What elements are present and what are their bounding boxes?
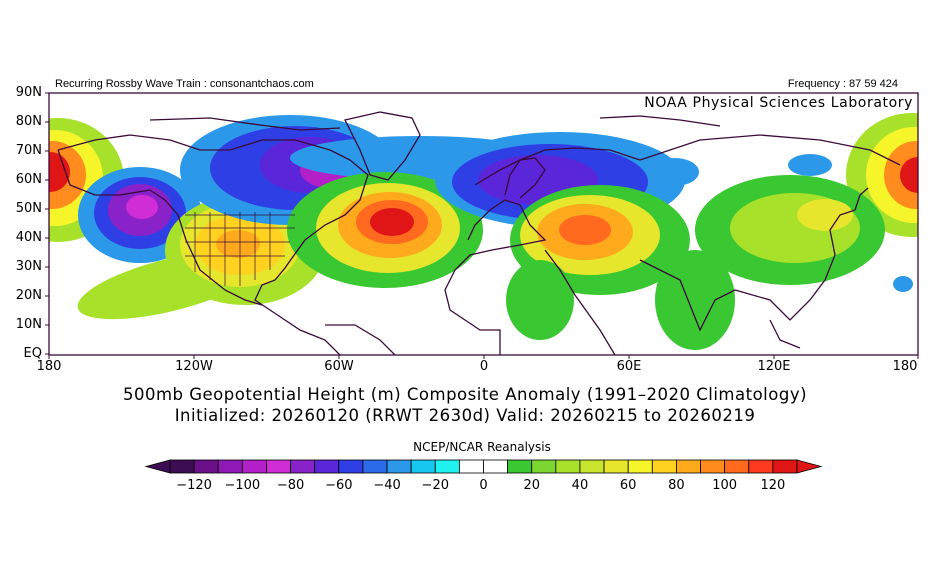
- greenland-outline: [344, 111, 421, 181]
- lon-label: 60W: [324, 359, 354, 374]
- asia-outline: [639, 134, 901, 349]
- colorbar-swatch: [314, 459, 340, 474]
- trough-siberia-small: [788, 154, 832, 176]
- colorbar-tick-label: 20: [523, 478, 540, 493]
- organization-label: NOAA Physical Sciences Laboratory: [644, 95, 913, 111]
- colorbar-arrow-right: [796, 459, 823, 474]
- colorbar-swatch: [241, 459, 267, 474]
- colorbar-swatch: [193, 459, 219, 474]
- colorbar-tick-label: 120: [760, 478, 786, 493]
- lat-label: 30N: [15, 259, 42, 274]
- eurasia-africa-outline: [444, 147, 641, 355]
- colorbar-title: NCEP/NCAR Reanalysis: [413, 440, 551, 454]
- colorbar-swatch: [386, 459, 412, 474]
- colorbar-swatch: [217, 459, 243, 474]
- colorbar-swatch: [362, 459, 388, 474]
- coastlines: [57, 111, 901, 355]
- lat-label: 10N: [15, 317, 42, 332]
- colorbar-swatch: [651, 459, 677, 474]
- colorbar-swatch: [748, 459, 774, 474]
- colorbar-tick-label: 0: [479, 478, 488, 493]
- colorbar-tick-label: −100: [224, 478, 261, 493]
- colorbar-swatch: [700, 459, 726, 474]
- colorbar-swatch: [772, 459, 798, 474]
- colorbar-swatch: [579, 459, 605, 474]
- lat-label: EQ: [23, 346, 42, 361]
- colorbar-arrow-left: [144, 459, 171, 474]
- anomaly-field: [49, 113, 918, 350]
- colorbar-swatch: [266, 459, 291, 474]
- ridge-east-asia: [695, 175, 885, 285]
- colorbar-swatch: [627, 459, 653, 474]
- ridge-arabia: [506, 260, 574, 340]
- colorbar-tick-label: −20: [421, 478, 449, 493]
- us-state-borders: [185, 212, 295, 286]
- colorbar-tick-label: 80: [668, 478, 685, 493]
- colorbar-swatch: [603, 459, 629, 474]
- colorbar-swatch: [434, 459, 460, 474]
- colorbar-swatch: [458, 459, 484, 474]
- lon-label: 120E: [757, 359, 791, 374]
- colorbar: [144, 459, 823, 474]
- lat-label: 50N: [15, 201, 42, 216]
- lat-label: 40N: [15, 230, 42, 245]
- colorbar-swatch: [410, 459, 436, 474]
- lon-label: 180: [892, 359, 918, 374]
- ridge-india: [655, 250, 735, 350]
- colorbar-swatch: [507, 459, 533, 474]
- header-left-text: Recurring Rossby Wave Train : consonantc…: [55, 78, 314, 90]
- lat-label: 20N: [15, 288, 42, 303]
- colorbar-tick-label: −120: [176, 478, 212, 493]
- arctic-siberia-outline: [599, 115, 721, 127]
- figure-title-line2: Initialized: 20260120 (RRWT 2630d) Valid…: [174, 406, 756, 425]
- trough-pacific-small: [893, 276, 913, 292]
- colorbar-tick-label: 100: [712, 478, 738, 493]
- colorbar-swatch: [169, 459, 195, 474]
- scandinavia-outline: [504, 157, 546, 199]
- arctic-archipelago-outline: [149, 117, 341, 131]
- lon-label: 0: [479, 359, 489, 374]
- colorbar-tick-label: −60: [325, 478, 353, 493]
- trough-ural-small: [651, 158, 699, 186]
- colorbar-swatch: [483, 459, 509, 474]
- lat-label: 80N: [15, 114, 42, 129]
- south-america-outline: [325, 324, 396, 355]
- colorbar-swatch: [724, 459, 750, 474]
- lon-label: 120W: [175, 359, 213, 374]
- lat-label: 60N: [15, 172, 42, 187]
- colorbar-swatch: [531, 459, 557, 474]
- colorbar-tick-label: 60: [619, 478, 637, 493]
- colorbar-tick-label: −40: [373, 478, 401, 493]
- lat-label: 90N: [15, 85, 42, 100]
- colorbar-swatch: [676, 459, 701, 474]
- latitude-ticks: [45, 92, 49, 355]
- colorbar-swatch: [555, 459, 581, 474]
- colorbar-tick-label: −80: [276, 478, 305, 493]
- figure-title-line1: 500mb Geopotential Height (m) Composite …: [122, 385, 808, 404]
- colorbar-swatch: [338, 459, 364, 474]
- colorbar-tick-label: 40: [571, 478, 589, 493]
- lon-label: 60E: [616, 359, 642, 374]
- lon-label: 180: [36, 359, 62, 374]
- lat-label: 70N: [15, 143, 42, 158]
- header-right-text: Frequency : 87 59 424: [787, 78, 898, 90]
- north-america-outline: [57, 134, 369, 355]
- longitude-ticks: [48, 355, 919, 359]
- ridge-north-atlantic: [287, 172, 483, 288]
- colorbar-swatch: [290, 459, 316, 474]
